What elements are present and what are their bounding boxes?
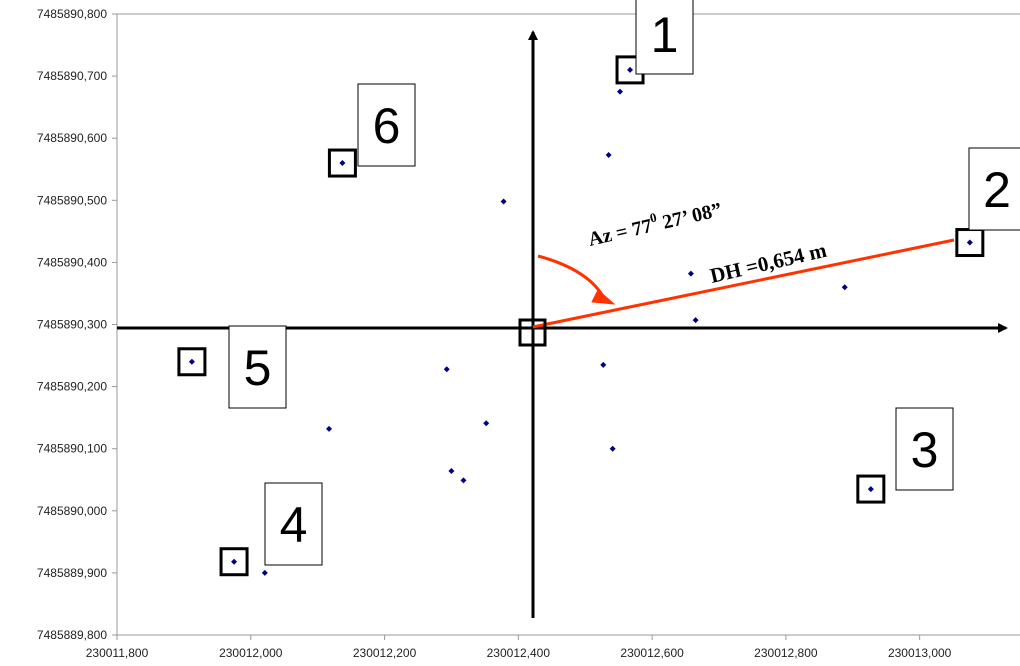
data-point: [443, 366, 450, 373]
point-5-label: 5: [244, 340, 272, 396]
data-point: [339, 160, 346, 167]
data-point: [692, 317, 699, 324]
point-5-marker: [177, 347, 207, 377]
data-point: [460, 477, 467, 484]
y-tick-label: 7485890,700: [37, 69, 107, 83]
y-tick-label: 7485890,100: [37, 442, 107, 456]
point-6-label: 6: [373, 98, 401, 154]
azimuth-minutes-seconds: 27’ 08”: [656, 199, 724, 235]
label-box-frame: [895, 407, 954, 491]
x-tick-label: 230013,000: [888, 646, 952, 660]
azimuth-arc-arrowhead: [591, 289, 616, 305]
point-3-label-box: 3: [895, 407, 954, 491]
x-tick-label: 230012,200: [353, 646, 417, 660]
azimuth-text: Az = 77: [586, 215, 654, 251]
azimuth-degree-superscript: 0: [648, 210, 658, 226]
point-label-boxes: 1 2 3 4 5 6: [228, 0, 1020, 566]
y-tick-label: 7485890,600: [37, 131, 107, 145]
data-point: [867, 486, 874, 493]
data-point: [841, 284, 848, 291]
point-2-label: 2: [983, 162, 1011, 218]
distance-vector: [532, 238, 955, 329]
y-tick-label: 7485890,200: [37, 380, 107, 394]
data-point: [966, 239, 973, 246]
y-tick-label: 7485890,000: [37, 504, 107, 518]
point-3-marker: [856, 474, 886, 504]
data-point: [627, 66, 634, 73]
data-point: [605, 151, 612, 158]
label-box-frame: [357, 83, 416, 167]
y-tick-label: 7485890,800: [37, 7, 107, 21]
x-tick-label: 230011,800: [86, 646, 149, 660]
data-point: [261, 569, 268, 576]
data-point: [448, 468, 455, 475]
point-4-label-box: 4: [264, 482, 323, 566]
y-tick-label: 7485890,500: [37, 193, 107, 207]
data-point: [483, 420, 490, 427]
data-point: [687, 270, 694, 277]
point-4-marker: [219, 547, 249, 577]
data-point: [326, 425, 333, 432]
point-6-marker: [327, 148, 357, 178]
data-point: [500, 198, 507, 205]
distance-label: DH =0,654 m: [708, 238, 830, 288]
origin-marker: [518, 318, 547, 347]
y-tick-label: 7485890,300: [37, 318, 107, 332]
point-1-label: 1: [651, 7, 679, 63]
point-4-label: 4: [280, 497, 308, 553]
x-tick-label: 230012,800: [754, 646, 818, 660]
label-box-frame: [635, 0, 694, 75]
x-tick-label: 230012,000: [219, 646, 283, 660]
y-tick-label: 7485890,400: [37, 255, 107, 269]
label-box-frame: [228, 325, 287, 409]
data-point: [231, 558, 238, 565]
point-2-label-box: 2: [968, 147, 1020, 231]
y-tick-labels: 7485889,800 7485889,900 7485890,000 7485890…: [37, 7, 117, 642]
azimuth-arc: [537, 254, 616, 305]
point-3-label: 3: [911, 422, 939, 478]
azimuth-label: Az = 770 27’ 08”: [585, 195, 724, 251]
label-box-frame: [264, 482, 323, 566]
local-axes: [117, 30, 1008, 618]
point-1-label-box: 1: [635, 0, 694, 75]
x-tick-labels: 230011,800 230012,000 230012,200 230012,400…: [86, 635, 952, 660]
x-tick-label: 230012,600: [620, 646, 684, 660]
plot-frame: [116, 13, 1020, 636]
y-tick-label: 7485889,800: [37, 628, 107, 642]
x-tick-label: 230012,400: [487, 646, 551, 660]
point-5-label-box: 5: [228, 325, 287, 409]
y-tick-label: 7485889,900: [37, 566, 107, 580]
data-point: [617, 88, 624, 95]
label-box-frame: [968, 147, 1020, 231]
data-point: [600, 361, 607, 368]
data-points: [188, 66, 973, 576]
data-point: [609, 445, 616, 452]
data-point: [188, 358, 195, 365]
point-6-label-box: 6: [357, 83, 416, 167]
azimuth-arc-path: [537, 254, 607, 301]
